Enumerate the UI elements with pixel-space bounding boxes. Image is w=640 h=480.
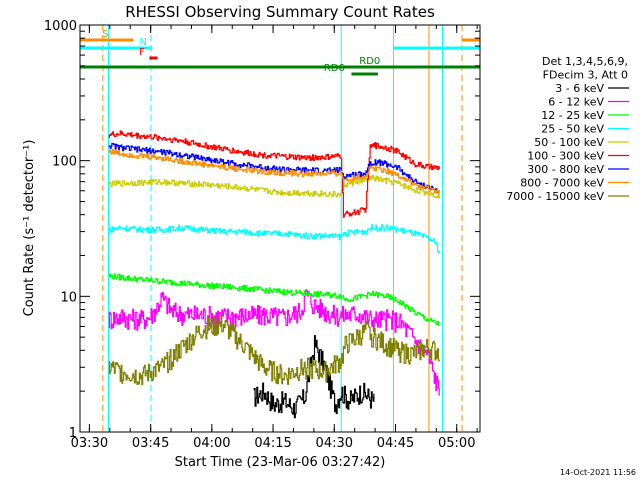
axes: 03:30 03:45 04:00 04:15 04:30 04:45 05:00 1 10 10… <box>44 19 480 451</box>
y-tick-label-1: 10 <box>60 290 77 305</box>
x-tick-label-4: 04:30 <box>316 436 353 451</box>
legend-label-100-300-kev: 100 - 300 keV <box>527 150 604 163</box>
series-line-300-800-kev <box>108 142 440 193</box>
data-series <box>108 130 440 419</box>
series-line-12-25-kev <box>108 273 440 326</box>
legend-label-25-50-kev: 25 - 50 keV <box>541 123 604 136</box>
legend-label-12-25-kev: 12 - 25 keV <box>541 109 604 122</box>
series-line-7000-15000-kev <box>108 315 440 386</box>
legend-label-800-7000-kev: 800 - 7000 keV <box>520 177 604 190</box>
footer-timestamp: 14-Oct-2021 11:56 <box>560 468 636 477</box>
legend-header-1: FDecim 3, Att 0 <box>543 69 628 82</box>
chart-title: RHESSI Observing Summary Count Rates <box>125 3 435 21</box>
status-bar-label-s: S <box>102 29 108 40</box>
series-line-3-6-kev <box>253 335 375 419</box>
legend: Det 1,3,4,5,6,9,FDecim 3, Att 03 - 6 keV… <box>506 55 629 203</box>
x-tick-label-3: 04:15 <box>254 436 291 451</box>
legend-label-3-6-kev: 3 - 6 keV <box>555 82 604 95</box>
series-line-25-50-kev <box>108 224 440 254</box>
series-line-100-300-kev <box>108 130 440 218</box>
y-tick-label-2: 100 <box>52 155 77 170</box>
legend-label-6-12-kev: 6 - 12 keV <box>548 96 604 109</box>
status-bar-label-rd0: RD0 <box>359 56 380 67</box>
status-bars: S NF RD0 RD6 <box>80 29 480 76</box>
series-line-6-12-kev <box>108 289 440 396</box>
y-tick-label-0: 1 <box>69 426 77 441</box>
legend-header-0: Det 1,3,4,5,6,9, <box>542 55 628 68</box>
x-axis-label: Start Time (23-Mar-06 03:27:42) <box>175 455 386 470</box>
series-line-800-7000-kev <box>108 149 440 194</box>
series-line-50-100-kev <box>108 174 440 199</box>
status-bar-label-n: N <box>140 37 147 48</box>
status-bar-label-rd6: RD6 <box>324 63 345 74</box>
x-tick-label-0: 03:30 <box>71 436 108 451</box>
x-tick-label-2: 04:00 <box>193 436 230 451</box>
plot-frame <box>79 24 481 433</box>
legend-label-300-800-kev: 300 - 800 keV <box>527 163 604 176</box>
legend-label-7000-15000-kev: 7000 - 15000 keV <box>506 190 604 203</box>
x-tick-label-1: 03:45 <box>132 436 169 451</box>
legend-label-50-100-kev: 50 - 100 keV <box>534 136 604 149</box>
y-tick-label-3: 1000 <box>44 19 77 34</box>
x-tick-label-5: 04:45 <box>377 436 414 451</box>
y-axis-label: Count Rate (s⁻¹ detector⁻¹) <box>22 140 37 317</box>
x-tick-label-6: 05:00 <box>438 436 475 451</box>
status-bar-label-f: F <box>139 47 145 58</box>
